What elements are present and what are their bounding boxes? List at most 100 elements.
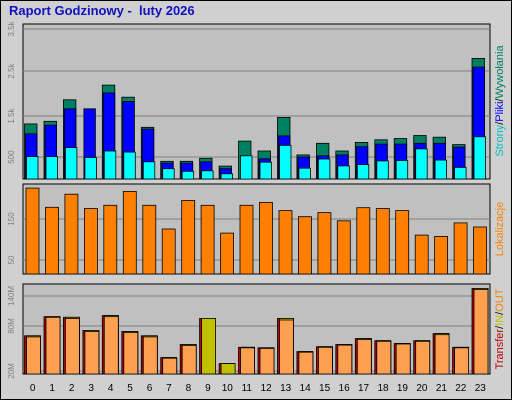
bar-transfer-out-12: [259, 347, 275, 375]
legend-part: Pliki: [494, 102, 506, 122]
bar-hits-strony-10: [220, 173, 234, 180]
bar-transfer-out-14: [298, 351, 314, 375]
x-tick-label-3: 3: [88, 383, 94, 394]
bar-transfer-out-8: [181, 345, 197, 375]
bar-hits-strony-19: [395, 160, 409, 180]
bar-transfer-out-13: [279, 319, 294, 375]
x-tick-label-12: 12: [261, 383, 273, 394]
bar-hits-strony-11: [240, 155, 253, 180]
x-tick-label-23: 23: [475, 383, 487, 394]
x-tick-label-1: 1: [49, 383, 55, 394]
bar-transfer-out-0: [26, 336, 41, 375]
bar-visits-lokalizacje-18: [375, 208, 390, 275]
bar-hits-strony-7: [162, 168, 175, 180]
x-tick-label-11: 11: [242, 383, 253, 394]
bar-transfer-out-21: [434, 334, 450, 375]
bar-visits-lokalizacje-23: [473, 226, 487, 275]
bar-hits-strony-9: [201, 170, 214, 180]
bar-transfer-out-1: [45, 316, 61, 375]
bar-transfer-in-9: [201, 317, 217, 375]
bar-hits-strony-1: [45, 156, 58, 180]
plot-area-hits: [22, 23, 491, 180]
bar-hits-strony-13: [279, 144, 292, 180]
bar-visits-lokalizacje-3: [84, 208, 98, 275]
bar-transfer-out-19: [395, 343, 411, 375]
x-tick-label-17: 17: [358, 383, 370, 394]
legend-part: /: [494, 98, 506, 102]
x-tick-label-18: 18: [377, 383, 389, 394]
bar-transfer-out-7: [162, 357, 178, 375]
bar-transfer-out-17: [356, 339, 372, 375]
legend-part: Transfer: [494, 329, 506, 370]
bar-hits-strony-5: [123, 151, 136, 180]
y-tick-label: 80M: [7, 318, 16, 334]
legend-part: /: [494, 121, 506, 125]
bar-hits-strony-23: [473, 136, 486, 180]
bar-transfer-out-15: [317, 346, 333, 375]
bar-hits-strony-3: [84, 157, 97, 180]
x-tick-label-21: 21: [436, 383, 448, 394]
bar-visits-lokalizacje-8: [181, 199, 196, 275]
bar-transfer-out-23: [473, 289, 489, 375]
bar-visits-lokalizacje-13: [278, 210, 293, 275]
bar-transfer-out-18: [376, 340, 392, 375]
legend-part: OUT: [494, 288, 506, 312]
y-tick-label: 150: [7, 212, 16, 226]
x-tick-label-8: 8: [186, 383, 192, 394]
bar-hits-strony-4: [103, 150, 117, 180]
bar-transfer-out-3: [84, 331, 100, 375]
bar-visits-lokalizacje-10: [220, 232, 235, 275]
bar-visits-lokalizacje-0: [25, 187, 40, 275]
bar-visits-lokalizacje-22: [453, 222, 468, 275]
y-tick-label: 140M: [7, 286, 16, 306]
x-tick-label-2: 2: [69, 383, 75, 394]
x-tick-label-14: 14: [300, 383, 312, 394]
y-tick-label: 2.5k: [7, 62, 16, 78]
bar-visits-lokalizacje-12: [259, 201, 273, 275]
x-tick-label-7: 7: [166, 383, 172, 394]
bar-hits-strony-6: [142, 161, 156, 180]
legend-part: /: [494, 311, 506, 315]
bar-visits-lokalizacje-15: [317, 212, 332, 275]
bar-transfer-out-2: [65, 317, 80, 375]
y-tick-label: 1.5k: [7, 107, 16, 123]
y-tick-label: 50: [7, 255, 16, 264]
bar-hits-strony-12: [259, 161, 272, 180]
bar-visits-lokalizacje-17: [356, 207, 371, 275]
x-tick-label-6: 6: [147, 383, 153, 394]
bar-transfer-out-16: [337, 344, 353, 375]
bar-visits-lokalizacje-9: [200, 204, 215, 275]
x-tick-label-13: 13: [280, 383, 292, 394]
bar-transfer-out-11: [240, 347, 255, 375]
bar-visits-lokalizacje-1: [45, 206, 59, 275]
x-tick-label-0: 0: [30, 383, 36, 394]
x-tick-label-9: 9: [205, 383, 211, 394]
legend-part: Wywołania: [494, 45, 506, 99]
legend-transfer: Transfer/IN/OUT: [494, 288, 506, 369]
x-tick-label-19: 19: [397, 383, 409, 394]
bar-transfer-out-20: [415, 340, 431, 375]
bar-visits-lokalizacje-2: [64, 193, 79, 275]
bar-hits-strony-0: [26, 156, 39, 180]
plot-area-transfer: [22, 283, 491, 375]
bar-visits-lokalizacje-11: [239, 204, 254, 275]
y-tick-label: 500: [7, 150, 16, 164]
bar-hits-strony-22: [454, 166, 467, 180]
bar-transfer-out-22: [454, 347, 470, 375]
y-tick-label: 20M: [7, 363, 16, 379]
legend-part: /: [494, 325, 506, 329]
x-tick-label-5: 5: [127, 383, 133, 394]
bar-transfer-out-5: [123, 332, 139, 375]
y-tick-label: 3.5k: [7, 20, 16, 36]
legend-part: Strony: [494, 124, 506, 156]
bar-visits-lokalizacje-21: [434, 235, 449, 275]
x-tick-label-15: 15: [319, 383, 331, 394]
bar-hits-strony-14: [298, 167, 311, 180]
bar-transfer-out-6: [142, 336, 158, 375]
bar-visits-lokalizacje-20: [414, 234, 429, 275]
bar-hits-strony-16: [337, 165, 350, 180]
page-title: Raport Godzinowy - luty 2026: [9, 3, 195, 18]
bar-visits-lokalizacje-7: [161, 228, 176, 275]
